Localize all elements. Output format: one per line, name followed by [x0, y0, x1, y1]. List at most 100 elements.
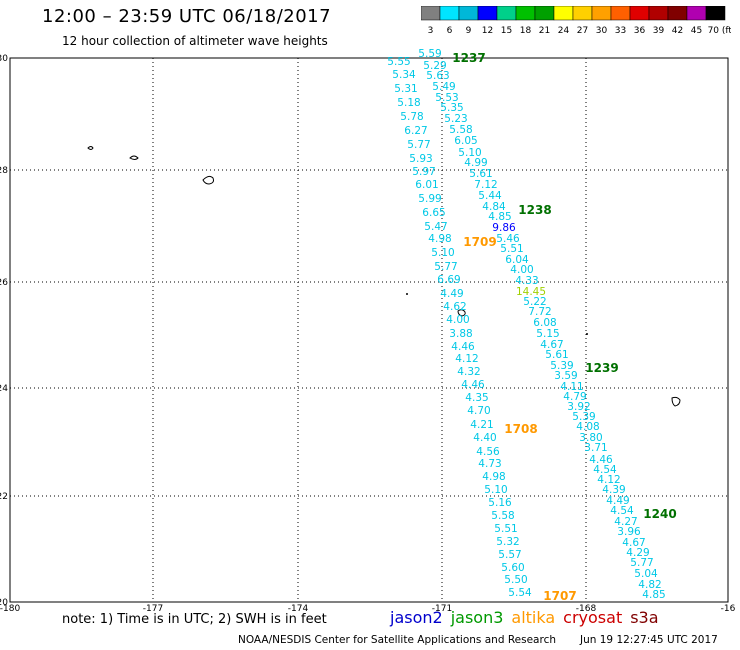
- wave-height-value: 5.10: [458, 147, 481, 159]
- wave-height-value: 4.54: [593, 464, 617, 476]
- longitude-tick-label: -177: [143, 604, 163, 614]
- wave-height-value: 5.58: [449, 124, 472, 136]
- wave-height-value: 5.49: [432, 81, 455, 93]
- wave-height-value: 7.12: [474, 179, 497, 191]
- wave-height-value: 4.08: [576, 421, 599, 433]
- legend-label: 30: [596, 26, 608, 36]
- legend-label: 6: [447, 26, 453, 36]
- pass-time-label: 1240: [643, 507, 676, 521]
- wave-height-value: 4.98: [428, 233, 451, 245]
- wave-height-value: 6.04: [505, 254, 529, 266]
- latitude-tick-label: 24: [0, 384, 8, 394]
- wave-height-value: 3.92: [567, 401, 590, 413]
- wave-height-value: 4.12: [455, 353, 478, 365]
- latitude-tick-label: 26: [0, 278, 8, 288]
- wave-height-value: 5.78: [400, 111, 423, 123]
- wave-height-value: 5.93: [409, 153, 432, 165]
- wave-height-value: 5.31: [394, 83, 417, 95]
- legend-label: 42: [672, 26, 683, 36]
- wave-height-value: 6.01: [415, 179, 438, 191]
- satellite-label-s3a: s3a: [630, 608, 659, 627]
- wave-height-value: 5.22: [523, 296, 546, 308]
- units-note: note: 1) Time is in UTC; 2) SWH is in fe…: [62, 612, 327, 627]
- wave-height-value: 4.54: [610, 505, 634, 517]
- wave-height-value: 5.60: [501, 562, 524, 574]
- island-outline: [457, 309, 466, 317]
- wave-height-value: 3.80: [579, 432, 602, 444]
- wave-height-value: 4.35: [465, 392, 488, 404]
- legend-label: 39: [653, 26, 665, 36]
- wave-height-value: 6.05: [454, 135, 477, 147]
- legend-label: 12: [482, 26, 493, 36]
- wave-height-value: 4.27: [614, 516, 637, 528]
- wave-height-value: 5.97: [412, 166, 435, 178]
- island-outline: [202, 175, 214, 185]
- wave-height-value: 4.85: [488, 211, 511, 223]
- island-outline: [129, 155, 139, 160]
- legend-label: 21: [539, 26, 550, 36]
- longitude-tick-label: -168: [576, 604, 597, 614]
- wave-height-value: 5.51: [500, 243, 523, 255]
- wave-height-value: 5.04: [634, 568, 658, 580]
- track-b: 9.865.465.516.044.004.3314.455.227.726.0…: [492, 222, 665, 601]
- longitude-tick-label: -180: [0, 604, 20, 614]
- longitude-tick-label: -174: [288, 604, 309, 614]
- wave-height-value: 4.56: [476, 446, 500, 458]
- wave-height-value: 5.61: [469, 168, 492, 180]
- wave-height-value: 4.84: [482, 201, 506, 213]
- wave-height-value: 3.71: [584, 442, 607, 454]
- generation-timestamp: Jun 19 12:27:45 UTC 2017: [580, 634, 718, 646]
- map-frame: [9, 57, 729, 603]
- legend-label: 45: [691, 26, 702, 36]
- wave-height-value: 4.49: [606, 495, 629, 507]
- wave-height-value: 4.11: [560, 381, 583, 393]
- longitude-tick-label: -16: [721, 604, 736, 614]
- satellite-label-altika: altika: [511, 608, 556, 627]
- wave-height-value: 4.46: [461, 379, 485, 391]
- pass-time-label: 1707: [543, 589, 576, 603]
- wave-height-value: 4.40: [473, 432, 496, 444]
- wave-height-value: 5.61: [545, 349, 568, 361]
- wave-height-value: 4.49: [440, 288, 463, 300]
- wave-height-value: 6.27: [404, 125, 427, 137]
- wave-height-value: 4.85: [642, 589, 665, 601]
- wave-height-value: 4.00: [510, 264, 533, 276]
- wave-height-value: 6.65: [422, 207, 445, 219]
- wave-height-value: 4.73: [478, 458, 501, 470]
- wave-height-value: 4.39: [602, 484, 625, 496]
- legend-label: 33: [615, 26, 626, 36]
- map-subtitle: 12 hour collection of altimeter wave hei…: [62, 34, 328, 48]
- wave-height-value: 5.63: [426, 70, 449, 82]
- wave-height-value: 6.08: [533, 317, 556, 329]
- wave-height-value: 5.50: [504, 574, 527, 586]
- wave-height-value: 5.44: [478, 190, 502, 202]
- wave-height-value: 4.70: [467, 405, 490, 417]
- wave-height-value: 9.86: [492, 222, 516, 234]
- map-title: 12:00 – 23:59 UTC 06/18/2017: [42, 6, 332, 27]
- wave-height-value: 5.53: [435, 92, 458, 104]
- wave-height-value: 4.99: [464, 157, 487, 169]
- island-dot: [406, 293, 408, 295]
- satellite-label-cryosat: cryosat: [563, 608, 623, 627]
- wave-height-value: 5.58: [491, 510, 514, 522]
- legend-swatch: [705, 6, 726, 21]
- wave-height-value: 4.46: [451, 341, 475, 353]
- island-dot: [586, 333, 588, 335]
- wave-height-value: 4.98: [482, 471, 505, 483]
- legend-label: 27: [577, 26, 588, 36]
- wave-height-value: 3.88: [449, 328, 472, 340]
- wave-height-value: 7.72: [528, 306, 551, 318]
- legend-label: 24: [558, 26, 570, 36]
- wave-height-value: 5.77: [630, 557, 653, 569]
- wave-height-value: 5.39: [550, 360, 573, 372]
- wave-height-value: 4.46: [589, 454, 613, 466]
- island-outline: [671, 396, 681, 407]
- longitude-tick-label: -171: [432, 604, 452, 614]
- wave-height-value: 4.67: [622, 537, 645, 549]
- latitude-tick-label: 22: [0, 492, 8, 502]
- satellite-legend: jason2 jason3 altika cryosat s3a: [390, 608, 667, 627]
- wave-height-value: 5.16: [488, 497, 512, 509]
- satellite-label-jason3: jason3: [450, 608, 504, 627]
